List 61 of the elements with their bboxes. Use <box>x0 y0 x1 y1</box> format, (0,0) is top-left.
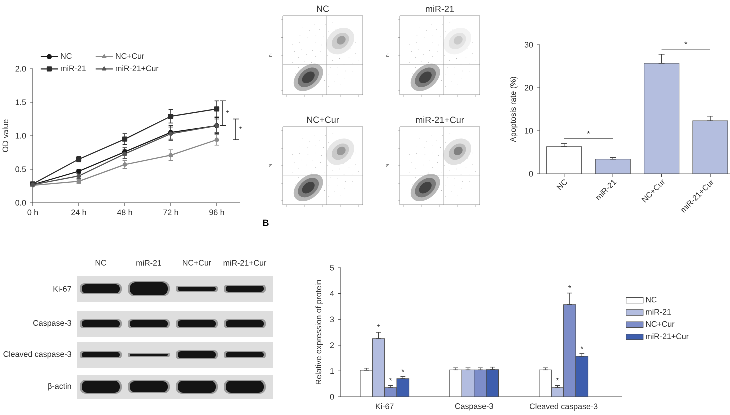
x-tick-label: Ki-67 <box>376 404 394 410</box>
category-label: miR-21 <box>136 260 162 266</box>
y-tick-label: 0.0 <box>16 200 26 206</box>
annotation: * <box>226 110 230 114</box>
text: B <box>263 220 269 226</box>
category-label: Cleaved caspase-3 <box>4 351 72 359</box>
annotation: * <box>239 126 242 130</box>
text: * <box>684 42 688 45</box>
y-tick-label: 5 <box>330 265 334 271</box>
x-tick-label: Caspase-3 <box>455 404 494 411</box>
data-label: * <box>556 378 560 381</box>
x-tick-label: 48 h <box>117 210 132 216</box>
y-tick-label: 30 <box>524 42 534 48</box>
y-tick-label: 0.5 <box>16 166 26 172</box>
legend-label: NC+Cur <box>116 53 145 60</box>
text: NC+Cur <box>307 116 340 124</box>
data-label: * <box>402 369 405 372</box>
legend-label: miR-21+Cur <box>116 66 159 72</box>
legend-label: miR-21 <box>61 66 86 72</box>
data-label: * <box>390 378 392 381</box>
y-tick-label: 0 <box>529 171 534 177</box>
data-label: * <box>377 324 380 328</box>
y-tick-label: 1.5 <box>16 100 26 106</box>
category-label: NC+Cur <box>183 260 212 266</box>
y-tick-label: 2 <box>330 342 334 348</box>
y-tick-label: 2.0 <box>16 66 26 72</box>
y-tick-label: 0 <box>330 394 334 400</box>
y-tick-label: 4 <box>330 291 334 297</box>
x-tick-label: NC <box>556 180 568 190</box>
legend-label: NC <box>646 297 657 303</box>
legend-label: NC+Cur <box>646 321 675 328</box>
legend-label: miR-21 <box>646 309 672 315</box>
y-tick-label: 10 <box>525 128 534 134</box>
category-label: Caspase-3 <box>34 320 72 328</box>
y-tick-label: 1 <box>330 368 334 374</box>
y-axis-title: Relative expression of protein <box>316 280 324 385</box>
x-tick-label: 24 h <box>72 210 86 216</box>
y-tick-label: 1.0 <box>16 133 26 139</box>
y-tick-label: 20 <box>524 85 534 91</box>
legend-label: NC <box>61 53 72 60</box>
text: NC <box>317 6 330 12</box>
text: miR-21 <box>426 6 454 12</box>
data-label: * <box>568 286 572 288</box>
legend-label: miR-21+Cur <box>646 333 689 340</box>
y-axis-title: OD value <box>2 120 8 152</box>
annotation: * <box>587 131 590 134</box>
point <box>168 114 174 120</box>
y-tick-label: 3 <box>330 316 334 322</box>
category-label: NC <box>96 260 106 266</box>
point <box>122 136 128 142</box>
point <box>214 106 220 112</box>
category-label: β-actin <box>48 383 72 391</box>
category-label: miR-21+Cur <box>224 260 267 266</box>
x-tick-label: 72 h <box>164 210 178 216</box>
data-label: * <box>580 346 584 350</box>
y-axis-title: Apoptosis rate (%) <box>510 77 518 142</box>
x-tick-label: 0 h <box>28 210 38 216</box>
x-tick-label: Cleaved caspase-3 <box>530 404 598 411</box>
category-label: Ki-67 <box>54 286 72 292</box>
text: miR-21+Cur <box>416 116 464 124</box>
x-tick-label: 96 h <box>210 210 224 216</box>
